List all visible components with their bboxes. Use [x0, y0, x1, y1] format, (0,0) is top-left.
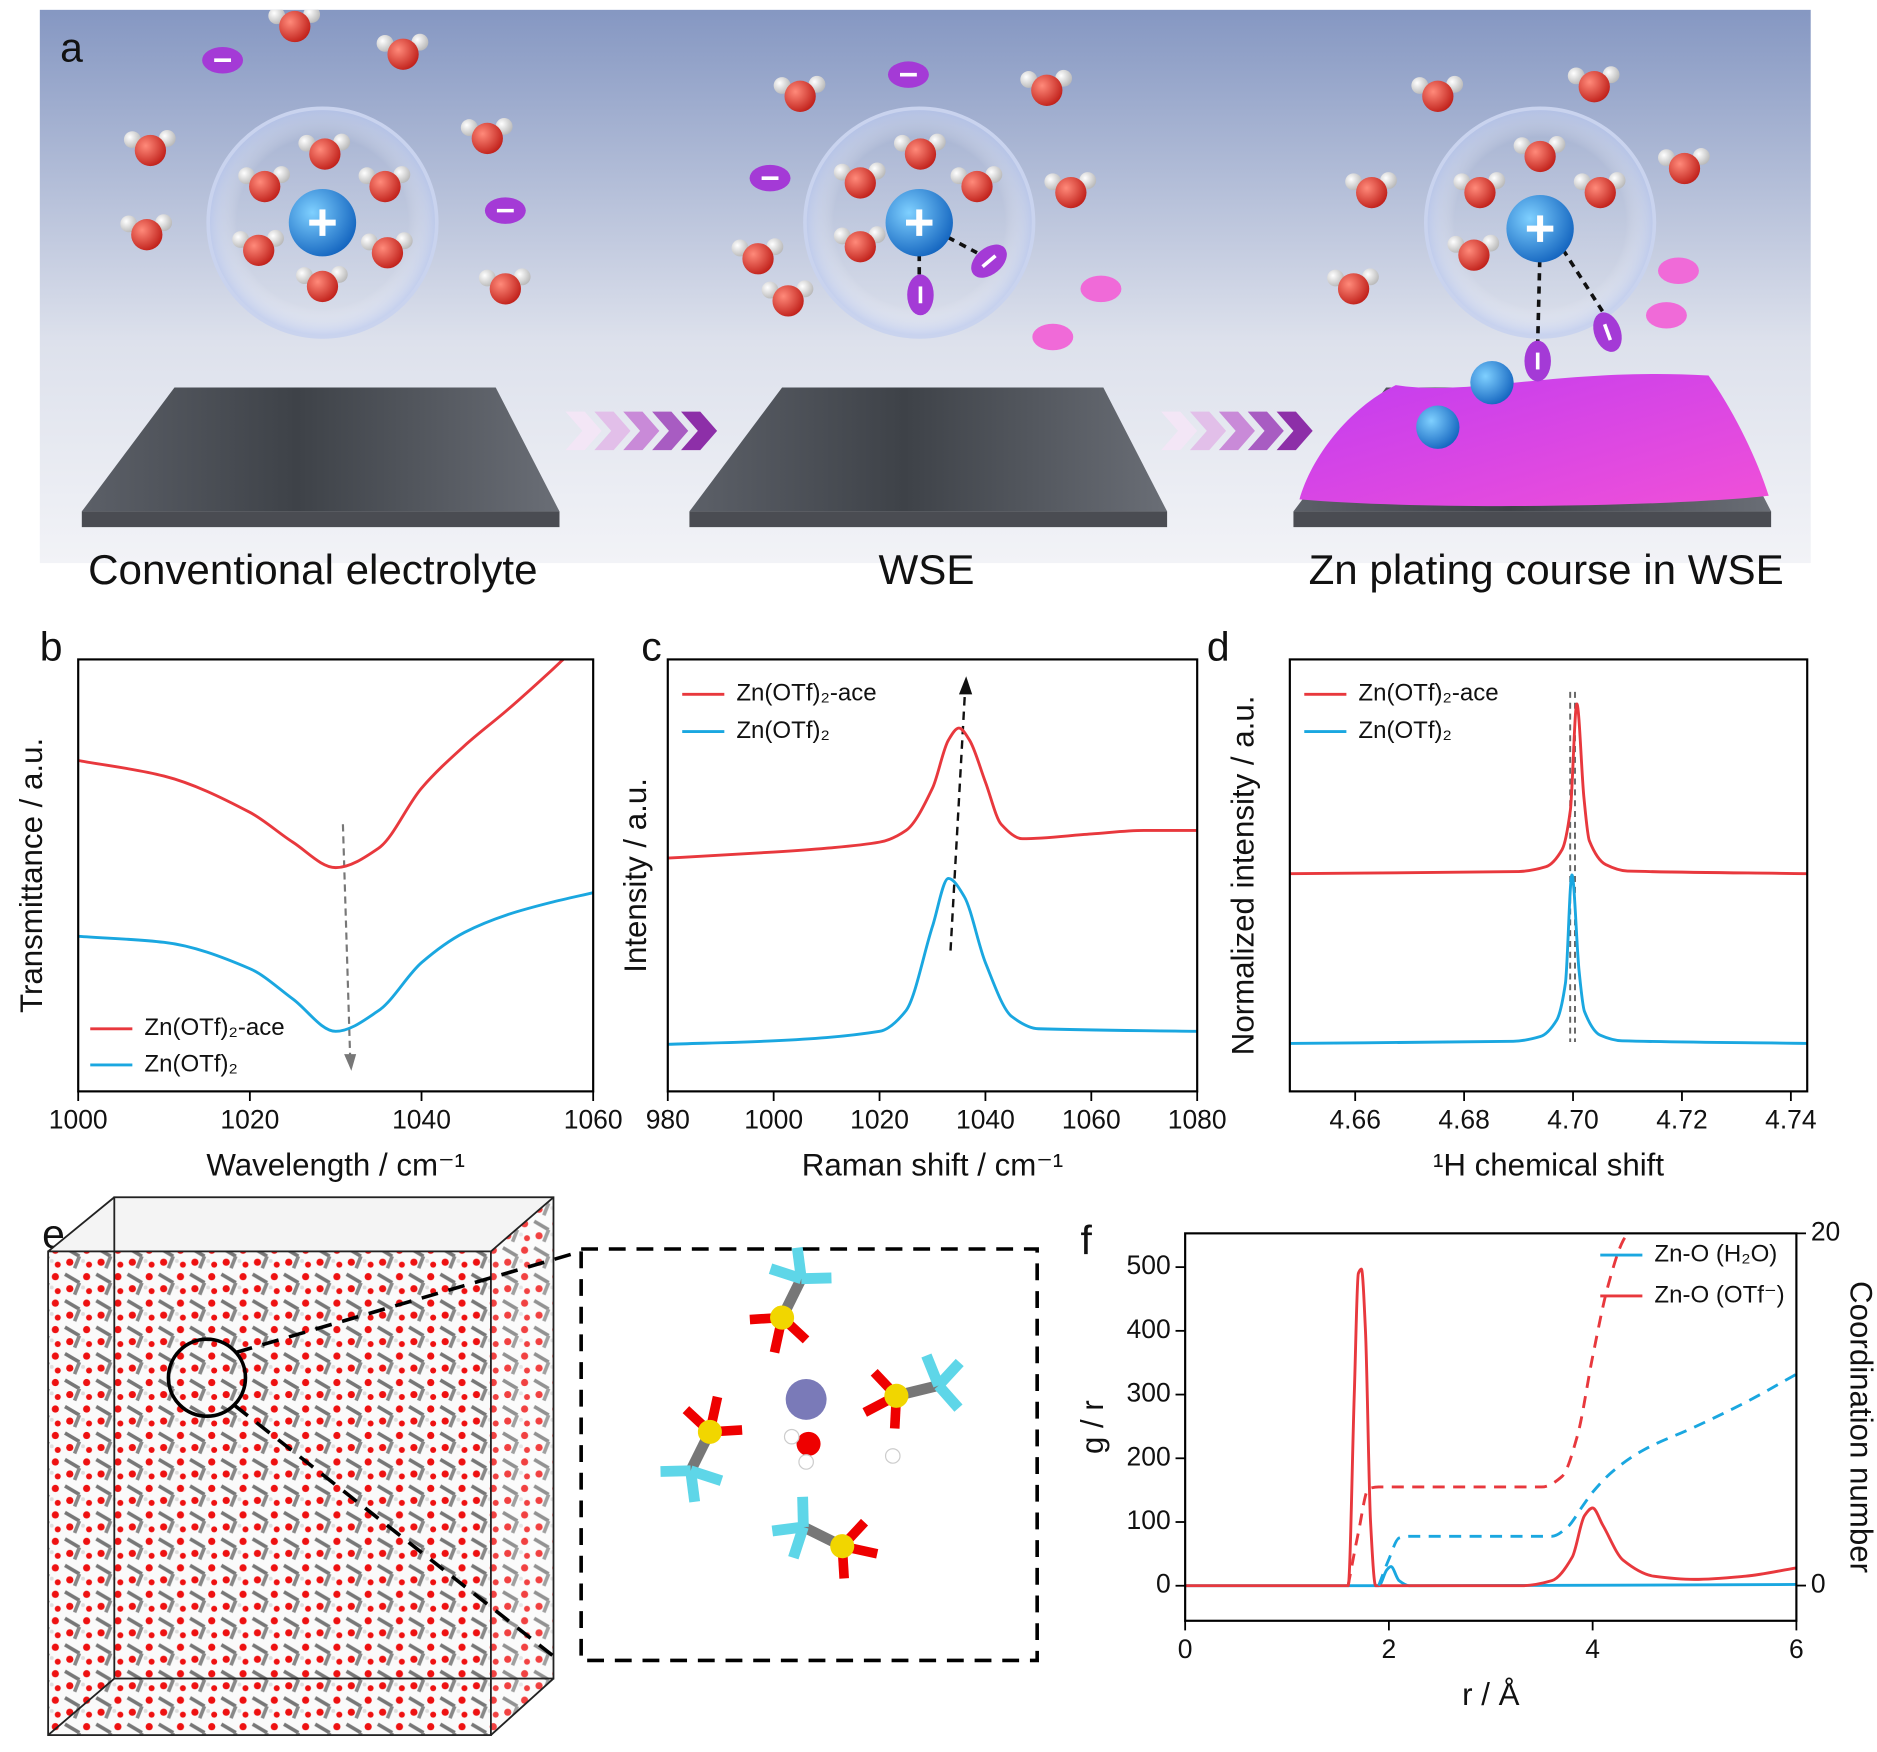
y-tick-label: 200 [1127, 1441, 1171, 1471]
caption: WSE [879, 546, 975, 593]
y-tick-label: 300 [1127, 1378, 1171, 1408]
y-tick-label: 0 [1156, 1569, 1171, 1599]
y-tick-label: 500 [1127, 1250, 1171, 1280]
panel-label: b [40, 624, 63, 670]
y-axis-label: g / r [1075, 1400, 1110, 1454]
x-tick-label: 1060 [1062, 1104, 1121, 1134]
line [1185, 1267, 1797, 1588]
solvation-shell [803, 106, 1036, 339]
panel-label: c [641, 624, 661, 670]
line [667, 726, 1198, 860]
legend-label: Zn(OTf)₂-ace [144, 1014, 284, 1041]
legend-label: Zn(OTf)₂ [1358, 717, 1452, 744]
line [78, 659, 565, 870]
x-tick-label: 4 [1585, 1634, 1600, 1664]
chart: 0 2 4 6 0 100 200 300 400 500 0 20 r / Å g / r Coordin… [1075, 1216, 1877, 1711]
legend-label: Zn(OTf)₂ [736, 717, 830, 744]
shift-arrow [949, 676, 973, 951]
y2-axis-label: Coordination number [1844, 1281, 1877, 1573]
y-axis-label: Normalized intensity / a.u. [1226, 696, 1261, 1056]
panel-label: d [1207, 624, 1230, 670]
legend-label: Zn-O (OTf⁻) [1654, 1281, 1784, 1308]
panel-label: f [1080, 1217, 1092, 1263]
x-axis-label: Raman shift / cm⁻¹ [802, 1147, 1063, 1182]
x-tick-label: 2 [1382, 1634, 1397, 1664]
line [78, 891, 594, 1033]
x-axis-label: r / Å [1462, 1677, 1519, 1712]
x-tick-label: 4.66 [1329, 1104, 1381, 1134]
chart: 4.66 4.68 4.70 4.72 4.74 ¹H chemical shift Nor… [1226, 658, 1817, 1182]
x-tick-label: 1040 [392, 1104, 451, 1134]
plot-frame [666, 658, 1199, 1093]
plot-frame [1288, 658, 1809, 1093]
x-tick-label: 4.68 [1438, 1104, 1490, 1134]
x-axis-label: Wavelength / cm⁻¹ [206, 1147, 465, 1182]
line [1289, 873, 1808, 1045]
legend-label: Zn(OTf)₂ [144, 1050, 238, 1077]
x-tick-label: 1000 [49, 1104, 108, 1134]
free-molecules [731, 59, 1122, 351]
y-axis-label: Intensity / a.u. [618, 778, 653, 973]
line [667, 876, 1198, 1046]
y-axis-label: Transmittance / a.u. [14, 738, 49, 1013]
slab [81, 387, 560, 528]
x-tick-label: 6 [1789, 1634, 1804, 1664]
y2-tick-label: 0 [1811, 1569, 1826, 1599]
x-axis-label: ¹H chemical shift [1433, 1147, 1664, 1182]
caption: Conventional electrolyte [88, 546, 537, 593]
line [1289, 702, 1808, 876]
line [1185, 1565, 1797, 1588]
x-tick-label: 0 [1178, 1634, 1193, 1664]
y-tick-label: 400 [1127, 1314, 1171, 1344]
legend-label: Zn-O (H₂O) [1654, 1240, 1777, 1267]
dashed-line [1346, 1233, 1630, 1586]
x-tick-label: 1000 [744, 1104, 803, 1134]
panel-label: a [60, 24, 83, 70]
x-tick-label: 1060 [564, 1104, 623, 1134]
md-inset [579, 1240, 1039, 1663]
x-tick-label: 1020 [220, 1104, 279, 1134]
y-tick-label: 100 [1127, 1505, 1171, 1535]
dashed-line [1377, 1372, 1797, 1587]
x-tick-label: 4.72 [1656, 1104, 1708, 1134]
shift-arrow [341, 824, 357, 1071]
chart: 980 1000 1020 1040 1060 1080 Raman shift / cm⁻… [618, 658, 1227, 1182]
y2-tick-label: 20 [1811, 1216, 1840, 1246]
free-molecules [1327, 66, 1710, 329]
solvation-shell [206, 106, 439, 339]
x-tick-label: 1040 [956, 1104, 1015, 1134]
md-snapshot [47, 1196, 582, 1736]
x-tick-label: 4.70 [1547, 1104, 1599, 1134]
legend-label: Zn(OTf)₂-ace [1358, 680, 1498, 707]
panel-a-illustration [39, 9, 1811, 564]
x-tick-label: 1020 [850, 1104, 909, 1134]
plot-frame [1184, 1232, 1798, 1622]
caption: Zn plating course in WSE [1309, 546, 1784, 593]
slab-plated [1293, 361, 1772, 528]
slab [689, 387, 1168, 528]
solvation-shell [1423, 106, 1657, 384]
legend-label: Zn(OTf)₂-ace [736, 680, 876, 707]
chart: 1000 1020 1040 1060 Wavelength / cm⁻¹ Transmi… [14, 658, 623, 1182]
x-tick-label: 1080 [1168, 1104, 1227, 1134]
x-tick-label: 4.74 [1765, 1104, 1817, 1134]
plot-frame [77, 658, 595, 1093]
x-tick-label: 980 [646, 1104, 690, 1134]
